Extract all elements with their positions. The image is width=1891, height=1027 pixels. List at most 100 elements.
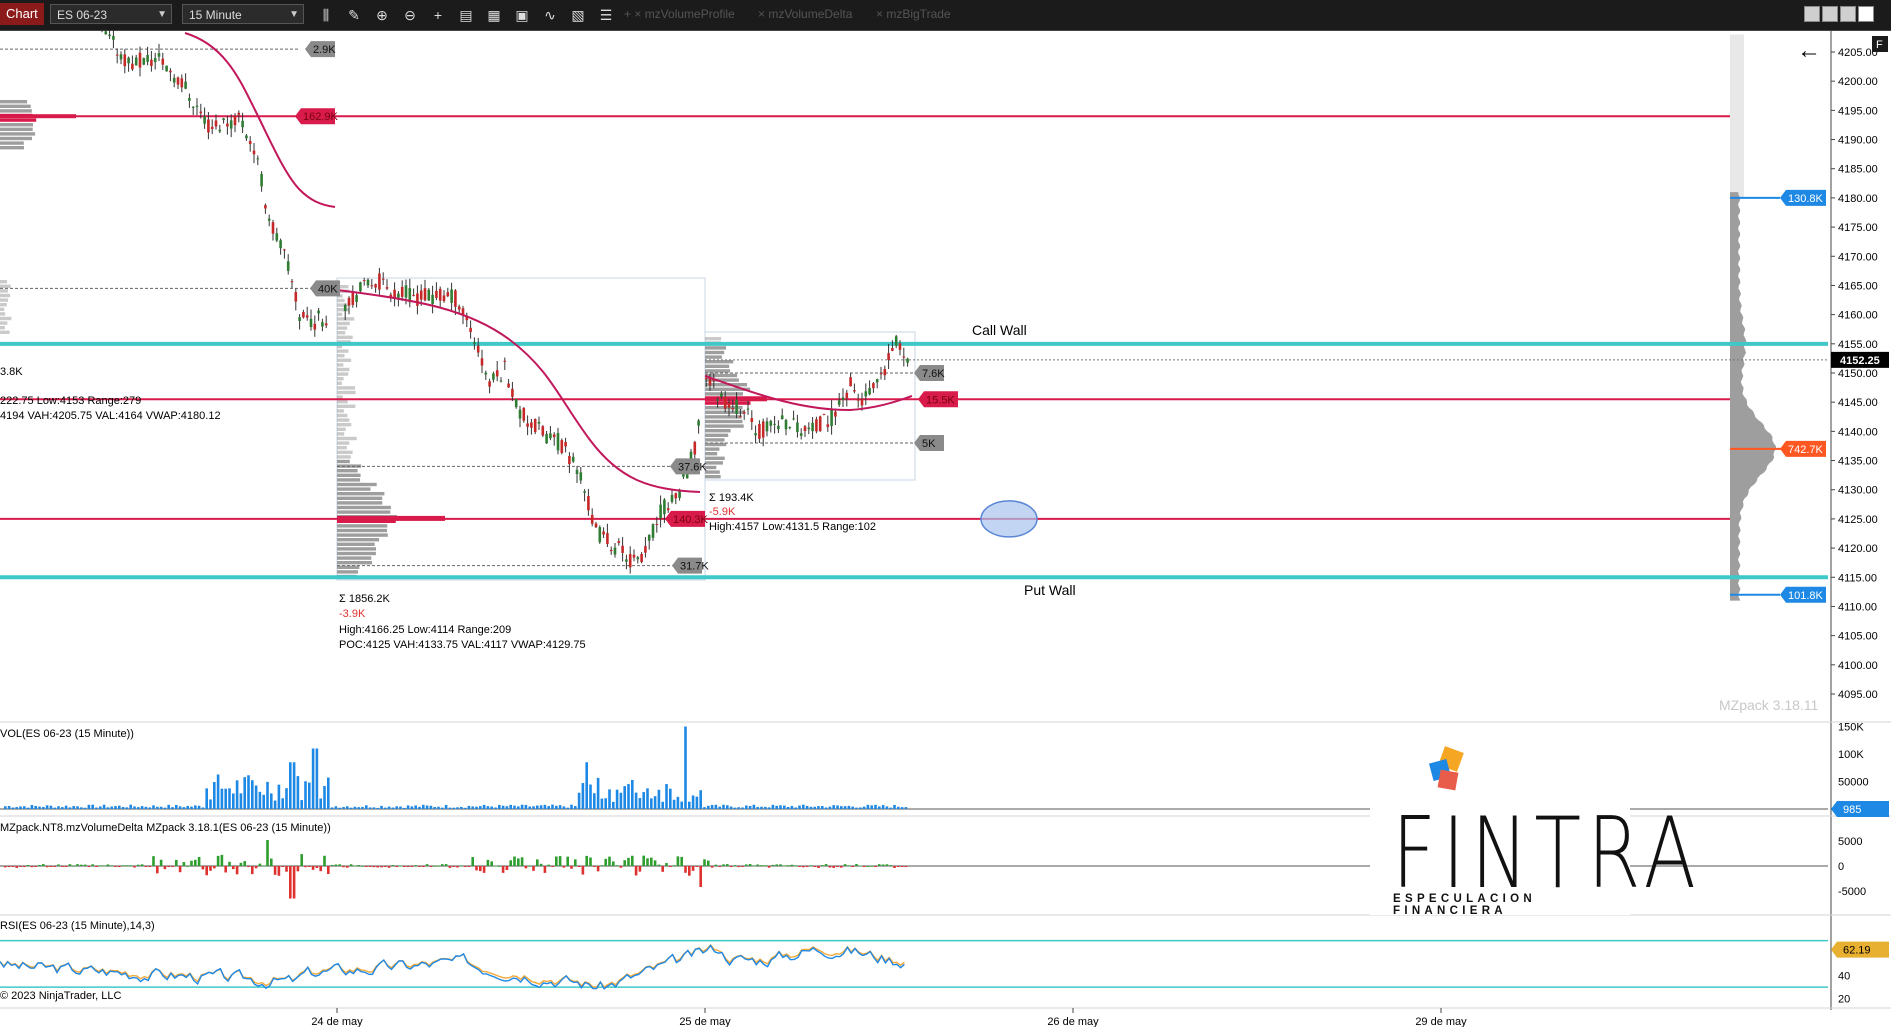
volume-bar <box>718 806 721 809</box>
instrument-select[interactable]: ES 06-23 ▼ <box>50 4 172 24</box>
profile-bar <box>0 321 8 325</box>
profile-bar <box>0 307 5 311</box>
volume-bar <box>672 799 676 809</box>
maximize-button[interactable] <box>1840 6 1856 22</box>
profile-bar <box>0 312 6 316</box>
candle-body <box>275 233 279 241</box>
candle-body <box>408 288 412 303</box>
delta-bar <box>809 865 813 867</box>
session1-range: 222.75 Low:4153 Range:279 <box>0 395 142 407</box>
restore-button[interactable] <box>1822 6 1838 22</box>
volume-bar <box>463 807 467 809</box>
candle-body <box>773 423 776 425</box>
delta-bar <box>528 865 531 867</box>
profile-bar <box>0 280 8 284</box>
indicator-tab-volume-delta[interactable]: × mzVolumeDelta <box>758 7 853 21</box>
time-tick-label: 26 de may <box>1047 1016 1099 1027</box>
price-tick-label: 4155.00 <box>1838 339 1878 351</box>
delta-bar <box>486 859 490 866</box>
volume-bar <box>34 805 37 809</box>
data-box-icon[interactable]: ▤ <box>459 7 473 23</box>
close-button[interactable] <box>1858 6 1874 22</box>
volume-bar <box>266 781 269 809</box>
delta-bar <box>68 864 72 866</box>
volume-bar <box>144 806 148 809</box>
zoom-out-icon[interactable]: ⊖ <box>404 7 416 23</box>
delta-bar <box>703 859 706 866</box>
delta-bar <box>893 866 896 868</box>
delta-bar <box>171 866 174 868</box>
delta-bar <box>152 856 155 866</box>
candle-body <box>385 287 389 289</box>
candle-body <box>545 433 548 444</box>
profile-bar <box>337 363 344 367</box>
delta-bar <box>802 866 805 868</box>
volume-bar <box>137 807 140 809</box>
back-arrow-icon[interactable]: ← <box>1797 37 1821 64</box>
strategies-icon[interactable]: ∿ <box>544 7 556 23</box>
minimize-button[interactable] <box>1804 6 1820 22</box>
candle-body <box>123 54 127 67</box>
volume-bar <box>232 793 235 809</box>
objects-list-icon[interactable]: ☰ <box>599 7 613 23</box>
volume-bar <box>399 806 402 809</box>
indicator-tab-big-trade[interactable]: × mzBigTrade <box>876 7 951 21</box>
delta-tick-label: 5000 <box>1838 836 1862 848</box>
templates-icon[interactable]: ▣ <box>515 7 529 23</box>
volume-panel-title: VOL(ES 06-23 (15 Minute)) <box>0 728 134 740</box>
delta-bar <box>695 866 699 867</box>
volume-bar <box>878 806 881 809</box>
profile-bar <box>705 470 720 474</box>
profile-bar <box>0 303 7 307</box>
candle-body <box>815 419 818 432</box>
volume-bar <box>767 807 771 809</box>
candle-body <box>237 112 241 115</box>
price-chart[interactable]: 2.9K 162.9K 40K 37.6K 140.3K 31.7K 7.6K 15.5K 5K… <box>0 30 1891 1027</box>
zoom-in-icon[interactable]: ⊕ <box>376 7 388 23</box>
delta-bar <box>80 864 83 866</box>
volume-bar <box>494 807 497 809</box>
delta-bar <box>813 866 816 867</box>
delta-bar <box>467 866 471 867</box>
candle-body <box>552 434 556 438</box>
candle-body <box>906 358 909 363</box>
volume-bar <box>543 804 547 809</box>
delta-bar <box>95 866 98 867</box>
profile-bar <box>337 349 349 353</box>
profile-bar <box>337 321 350 326</box>
profile-bar <box>337 505 391 510</box>
chart-properties-icon[interactable]: ▦ <box>487 7 501 23</box>
pencil-icon[interactable]: ✎ <box>348 7 360 23</box>
volume-bar <box>840 806 843 809</box>
interval-select[interactable]: 15 Minute ▼ <box>182 4 304 24</box>
delta-bar <box>262 865 265 867</box>
volume-bar <box>410 806 414 809</box>
bar-type-icon[interactable]: ⫼ <box>322 7 330 23</box>
delta-bar <box>194 859 197 866</box>
profile-bar <box>337 441 350 445</box>
profile-bar <box>705 410 745 414</box>
volume-bar <box>140 806 144 809</box>
delta-bar <box>403 866 406 867</box>
delta-bar <box>862 866 866 867</box>
volume-bar <box>748 805 752 809</box>
delta-bar <box>558 856 562 866</box>
delta-bar <box>524 866 528 869</box>
session2-box <box>336 277 706 581</box>
candle-body <box>362 280 366 282</box>
profile-bar <box>337 298 345 303</box>
volume-bar <box>327 777 330 809</box>
indicator-tab-volume-profile[interactable]: + × mzVolumeProfile <box>624 7 735 21</box>
crosshair-icon[interactable]: + <box>433 7 443 23</box>
volume-bar <box>289 762 292 809</box>
delta-bar <box>167 866 170 867</box>
delta-bar <box>745 864 748 866</box>
volume-bar <box>524 804 528 809</box>
indicators-icon[interactable]: ▧ <box>571 7 585 23</box>
candle-body <box>526 423 529 427</box>
profile-bar <box>0 100 28 104</box>
delta-bar <box>790 864 794 866</box>
delta-bar <box>471 857 474 866</box>
vwap-line-session2 <box>336 289 701 493</box>
profile-bar <box>705 383 747 387</box>
